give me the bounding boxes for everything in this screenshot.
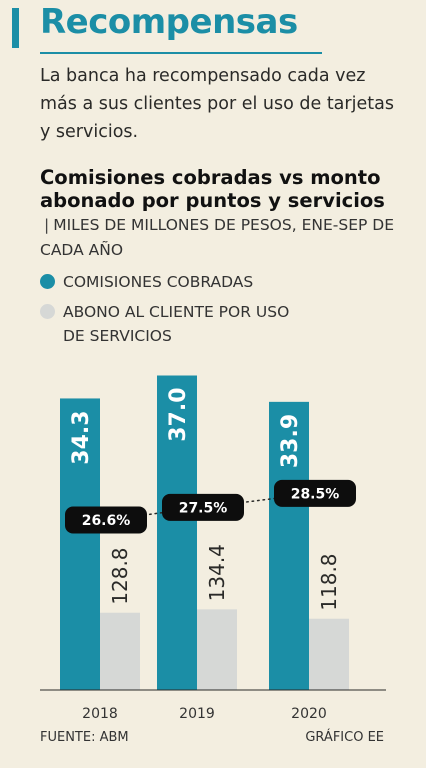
title-accent-bar: [12, 8, 19, 48]
legend: COMISIONES COBRADAS ABONO AL CLIENTE POR…: [40, 270, 410, 354]
bar-client-credit-2019: [197, 609, 237, 690]
ratio-label-2020: 28.5%: [291, 486, 340, 502]
ratio-label-2019: 27.5%: [179, 500, 228, 516]
chart-units-text: MILES DE MILLONES DE PESOS, ENE-SEP DE C…: [40, 216, 394, 259]
chart-units: | MILES DE MILLONES DE PESOS, ENE-SEP DE …: [40, 216, 394, 259]
ratio-pill-2019: [162, 493, 244, 521]
bar-client-credit-2018: [100, 612, 140, 690]
legend-item-client-credit: ABONO AL CLIENTE POR USO DE SERVICIOS: [40, 300, 410, 348]
source-note: FUENTE: ABM: [40, 730, 129, 745]
page-title: Recompensas: [40, 2, 298, 42]
chart-title-block: Comisiones cobradas vs monto abonado por…: [40, 166, 410, 262]
label-client-credit-2019: 134.4: [205, 544, 229, 601]
legend-label-client-credit: ABONO AL CLIENTE POR USO DE SERVICIOS: [63, 303, 290, 345]
bar-client-credit-2020: [309, 618, 349, 690]
label-client-credit-2018: 128.8: [108, 547, 132, 604]
label-commissions-2018: 34.3: [69, 410, 94, 464]
label-commissions-2020: 33.9: [278, 414, 303, 468]
ratio-label-2018: 26.6%: [82, 513, 131, 529]
label-client-credit-2020: 118.8: [317, 553, 341, 610]
graphic-credit: GRÁFICO EE: [305, 730, 384, 745]
title-divider: [40, 52, 322, 54]
legend-swatch-client-credit: [40, 304, 55, 319]
legend-item-commissions: COMISIONES COBRADAS: [40, 270, 410, 294]
chart-title: Comisiones cobradas vs monto abonado por…: [40, 166, 385, 212]
x-tick-label-2020: 2020: [291, 706, 327, 722]
intro-text: La banca ha recompensado cada vez más a …: [40, 66, 394, 142]
bar-commissions-2020: [269, 401, 309, 690]
label-commissions-2019: 37.0: [166, 388, 191, 442]
ratio-pill-2018: [65, 506, 147, 534]
bar-commissions-2018: [60, 398, 100, 690]
x-tick-label-2018: 2018: [82, 706, 118, 722]
legend-swatch-commissions: [40, 274, 55, 289]
ratio-pill-2020: [274, 479, 356, 507]
x-tick-label-2019: 2019: [179, 706, 215, 722]
bar-commissions-2019: [157, 375, 197, 690]
legend-label-commissions: COMISIONES COBRADAS: [63, 273, 254, 291]
